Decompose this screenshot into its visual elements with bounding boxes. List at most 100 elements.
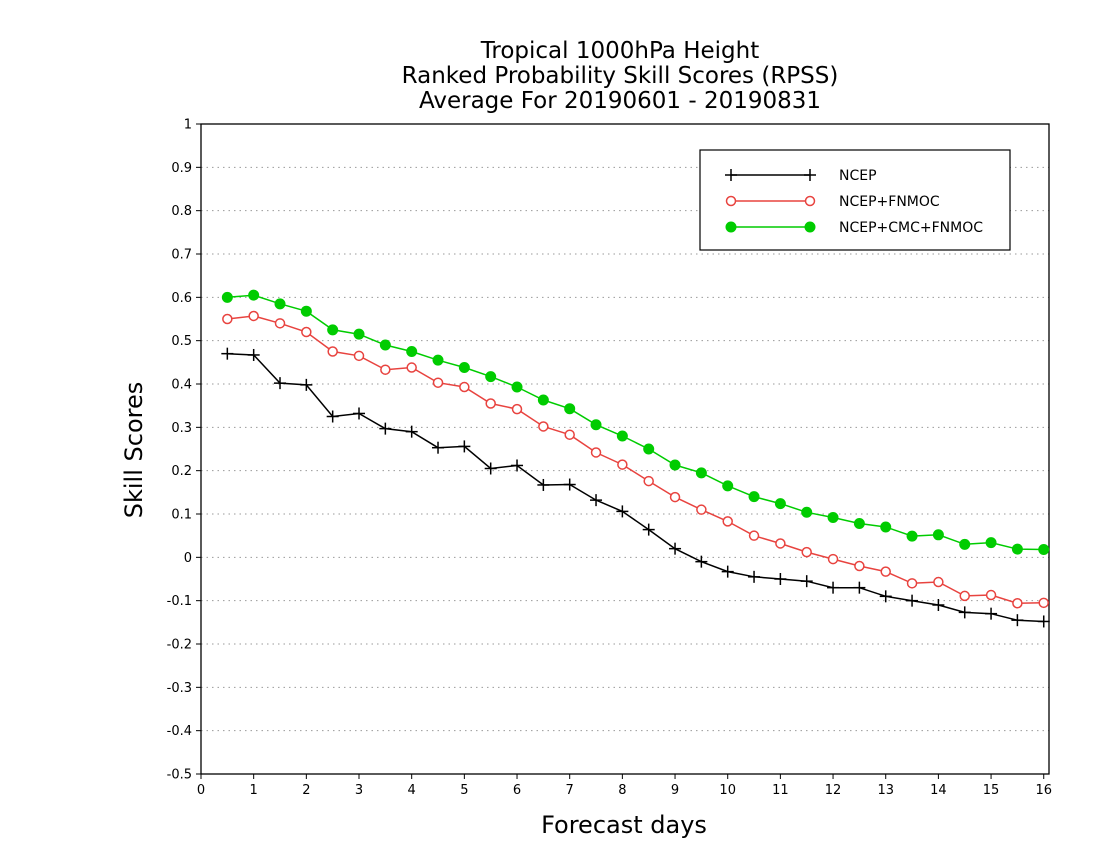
data-point-plus [804,169,816,181]
data-point-filled-circle [379,339,391,351]
axes: -0.5 -0.4 -0.3 -0.2 -0.1 0 0.1 0.2 0.3 0.4 0.5 0.6 0… [167,118,1052,799]
data-point-open-circle [327,346,338,357]
data-point-open-circle [643,475,654,487]
data-point-open-circle [748,530,760,541]
data-point-filled-circle [353,328,365,340]
x-tick-label: 2 [302,783,310,798]
data-point-open-circle [725,195,737,207]
x-tick-label: 9 [671,783,679,798]
x-tick-label: 15 [983,783,1000,798]
data-point-plus [590,494,603,507]
x-tick-label: 16 [1035,783,1052,798]
data-point-plus [432,441,445,454]
data-point-open-circle [432,377,444,388]
x-tick-label: 1 [250,783,258,798]
data-point-open-circle [590,447,602,458]
y-tick-label: 0.5 [171,334,192,349]
y-tick-label: 0.7 [171,248,192,263]
legend-item: NCEP [725,168,877,184]
legend-item: NCEP+CMC+FNMOC [725,220,983,236]
data-point-open-circle [459,381,470,393]
data-point-filled-circle [221,291,233,303]
x-tick-label: 8 [618,783,626,798]
data-point-open-circle [248,310,259,322]
data-point-open-circle [1012,598,1023,609]
y-tick-label: 0.9 [171,161,192,176]
data-point-filled-circle [432,354,444,366]
data-point-plus [458,440,471,453]
data-point-plus [985,607,998,620]
data-point-open-circle [696,504,707,515]
data-point-filled-circle [774,498,786,510]
x-tick-label: 0 [197,783,205,798]
legend-label: NCEP+FNMOC [839,194,940,210]
data-point-open-circle [801,546,812,558]
data-point-open-circle [274,318,286,329]
data-point-plus [353,407,366,420]
data-point-plus [326,410,339,423]
data-point-open-circle [538,421,549,432]
y-tick-label: 0.6 [171,291,192,306]
data-point-plus [695,555,708,568]
series-line [227,315,1044,605]
data-point-filled-circle [880,521,892,533]
data-point-plus [642,523,655,536]
data-point-filled-circle [248,289,260,301]
data-point-plus [906,594,919,607]
data-point-plus [247,348,260,361]
data-point-open-circle [511,403,523,415]
data-point-filled-circle [853,518,865,530]
data-point-filled-circle [1011,543,1023,555]
legend-item: NCEP+FNMOC [725,194,940,210]
data-point-open-circle [669,491,681,503]
x-tick-label: 6 [513,783,521,798]
data-point-plus [669,542,682,555]
data-point-plus [853,581,866,594]
data-point-filled-circle [906,530,918,542]
data-point-open-circle [985,589,997,601]
data-point-plus [563,478,576,491]
x-tick-label: 5 [460,783,468,798]
series-2 [222,310,1049,609]
data-point-filled-circle [725,221,737,233]
series-1 [221,347,1050,628]
data-point-plus [274,377,287,390]
series-line [227,294,1044,551]
y-tick-label: 1 [184,118,192,133]
data-point-plus [827,581,840,594]
data-point-filled-circle [669,459,681,471]
data-point-open-circle [301,326,312,338]
data-point-filled-circle [616,430,628,442]
legend: NCEP NCEP+FNMOC NCEP+CMC+FNMOC [699,149,1011,251]
data-point-open-circle [564,429,575,440]
y-tick-label: 0.4 [171,378,192,393]
data-point-open-circle [1038,597,1049,609]
y-tick-label: -0.3 [167,681,192,696]
data-point-plus [300,378,313,391]
data-point-open-circle [827,553,839,565]
series-line [227,352,1044,623]
legend-label: NCEP [839,168,877,184]
data-point-plus [1037,615,1050,628]
title-line-3: Average For 20190601 - 20190831 [419,88,821,114]
y-tick-label: 0 [184,551,192,566]
legend-box [699,149,1011,251]
y-tick-label: 0.1 [171,508,192,523]
data-point-plus [800,575,813,588]
data-point-open-circle [804,195,816,207]
y-axis-title: Skill Scores [120,382,148,519]
y-tick-label: -0.5 [167,768,192,783]
data-point-plus [958,606,971,619]
gridlines [201,166,1049,732]
y-tick-label: -0.2 [167,638,192,653]
data-point-filled-circle [827,511,839,523]
data-point-open-circle [617,459,628,470]
data-point-plus [537,478,550,491]
data-point-plus [725,169,737,181]
x-tick-label: 13 [877,783,894,798]
x-tick-label: 10 [719,783,736,798]
y-tick-label: 0.3 [171,421,192,436]
data-point-filled-circle [406,346,418,357]
x-tick-label: 4 [408,783,416,798]
